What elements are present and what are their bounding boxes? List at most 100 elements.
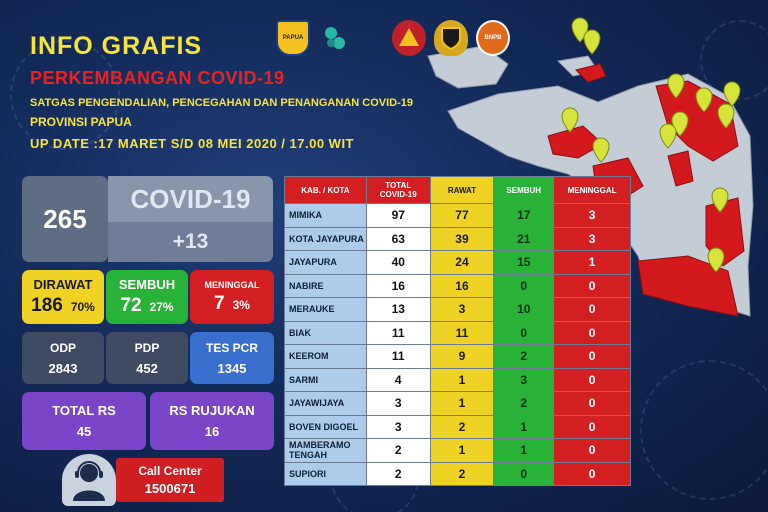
cell-total: 40 xyxy=(365,250,431,275)
table-row: BIAK 11 11 0 0 xyxy=(284,320,631,345)
cell-meninggal: 0 xyxy=(553,344,631,369)
cell-kab: BIAK xyxy=(284,320,367,345)
cell-meninggal: 0 xyxy=(553,273,631,298)
cell-meninggal: 3 xyxy=(553,226,631,251)
cell-kab: JAYAWIJAYA xyxy=(284,391,367,416)
cell-rawat: 16 xyxy=(429,273,495,298)
cell-sembuh: 1 xyxy=(493,438,555,463)
virus-decoration xyxy=(640,360,768,500)
cell-rawat: 24 xyxy=(429,250,495,275)
map-pin-icon xyxy=(592,137,610,163)
map-pin-icon xyxy=(723,81,741,107)
papua-province-logo: PAPUA xyxy=(276,20,310,56)
cell-sembuh: 21 xyxy=(493,226,555,251)
cell-meninggal: 0 xyxy=(553,391,631,416)
cell-rawat: 9 xyxy=(429,344,495,369)
task-force-name: SATGAS PENGENDALIAN, PENCEGAHAN DAN PENA… xyxy=(30,97,413,109)
rs-rujukan-box: RS RUJUKAN 16 xyxy=(150,392,274,450)
odp-label: ODP xyxy=(49,340,76,355)
cell-total: 3 xyxy=(365,414,431,439)
map-region-biak xyxy=(575,63,607,83)
cell-meninggal: 0 xyxy=(553,320,631,345)
header-meninggal: MENINGGAL xyxy=(553,176,631,204)
rs-rujukan-label: RS RUJUKAN xyxy=(169,403,255,418)
dirawat-label: DIRAWAT xyxy=(33,277,93,292)
cell-total: 4 xyxy=(365,367,431,392)
map-pin-icon xyxy=(707,247,725,273)
table-row: KEEROM 11 9 2 0 xyxy=(284,344,631,369)
map-pin-icon xyxy=(711,187,729,213)
tni-logo xyxy=(392,20,426,56)
bnpb-logo-text: BNPB xyxy=(484,35,502,41)
call-center-box: Call Center 1500671 xyxy=(116,458,224,502)
cell-sembuh: 17 xyxy=(493,203,555,228)
header-total-line1: TOTAL xyxy=(385,181,412,190)
call-center-label: Call Center xyxy=(138,464,202,478)
cell-kab: SUPIORI xyxy=(284,461,367,486)
meninggal-label: MENINGGAL xyxy=(204,279,260,290)
call-center-number: 1500671 xyxy=(144,481,196,496)
dirawat-percent: 70% xyxy=(70,300,95,314)
cell-sembuh: 1 xyxy=(493,414,555,439)
pdp-label: PDP xyxy=(134,340,160,355)
bnpb-logo: BNPB xyxy=(476,20,510,56)
pdp-box: PDP 452 xyxy=(106,332,188,384)
cell-total: 97 xyxy=(365,203,431,228)
odp-value: 2843 xyxy=(48,360,78,376)
cell-total: 3 xyxy=(365,391,431,416)
map-pin-icon xyxy=(667,73,685,99)
cell-rawat: 3 xyxy=(429,297,495,322)
dirawat-value: 186 xyxy=(31,295,63,316)
sembuh-label: SEMBUH xyxy=(118,277,176,292)
tni-emblem-icon xyxy=(399,28,419,46)
cell-kab: MIMIKA xyxy=(284,203,367,228)
rs-rujukan-value: 16 xyxy=(204,424,220,439)
pcr-value: 1345 xyxy=(217,360,247,376)
map-region-merauke xyxy=(637,255,739,317)
cell-kab: KOTA JAYAPURA xyxy=(284,226,367,251)
map-region-nabire xyxy=(547,125,604,159)
map-pin-icon xyxy=(717,103,735,129)
cell-sembuh: 3 xyxy=(493,367,555,392)
map-region-mamberamo xyxy=(667,150,694,187)
page-title: INFO GRAFIS xyxy=(30,32,203,60)
page-subtitle: PERKEMBANGAN COVID-19 xyxy=(30,68,285,88)
polri-logo xyxy=(434,20,468,56)
map-pin-icon xyxy=(561,107,579,133)
odp-box: ODP 2843 xyxy=(22,332,104,384)
cell-meninggal: 0 xyxy=(553,461,631,486)
cell-kab: MERAUKE xyxy=(284,297,367,322)
header-total: TOTAL COVID-19 xyxy=(365,176,431,204)
cell-sembuh: 15 xyxy=(493,250,555,275)
cell-meninggal: 0 xyxy=(553,438,631,463)
cell-meninggal: 0 xyxy=(553,367,631,392)
cell-meninggal: 3 xyxy=(553,203,631,228)
total-rs-box: TOTAL RS 45 xyxy=(22,392,146,450)
health-ministry-icon xyxy=(325,27,345,49)
province-name: PROVINSI PAPUA xyxy=(30,115,132,129)
cell-total: 2 xyxy=(365,461,431,486)
cell-rawat: 39 xyxy=(429,226,495,251)
polri-emblem-icon xyxy=(441,27,461,51)
health-ministry-logo xyxy=(318,20,352,56)
table-header-row: KAB. / KOTA TOTAL COVID-19 RAWAT SEMBUH … xyxy=(284,176,631,204)
cell-rawat: 1 xyxy=(429,391,495,416)
cell-kab: BOVEN DIGOEL xyxy=(284,414,367,439)
map-pin-icon xyxy=(583,29,601,55)
cell-sembuh: 2 xyxy=(493,391,555,416)
cell-kab: NABIRE xyxy=(284,273,367,298)
cell-total: 11 xyxy=(365,320,431,345)
header-rawat: RAWAT xyxy=(429,176,495,204)
cell-sembuh: 0 xyxy=(493,320,555,345)
total-cases-value: 265 xyxy=(43,203,87,234)
cell-sembuh: 10 xyxy=(493,297,555,322)
sembuh-box: SEMBUH 72 27% xyxy=(106,270,188,324)
logo-row: PAPUA BNPB xyxy=(276,20,510,56)
total-rs-label: TOTAL RS xyxy=(52,403,116,418)
new-cases-value: +13 xyxy=(172,230,209,253)
table-row: SARMI 4 1 3 0 xyxy=(284,367,631,392)
table-row: MIMIKA 97 77 17 3 xyxy=(284,203,631,228)
cell-sembuh: 0 xyxy=(493,273,555,298)
cell-total: 13 xyxy=(365,297,431,322)
cell-kab: JAYAPURA xyxy=(284,250,367,275)
